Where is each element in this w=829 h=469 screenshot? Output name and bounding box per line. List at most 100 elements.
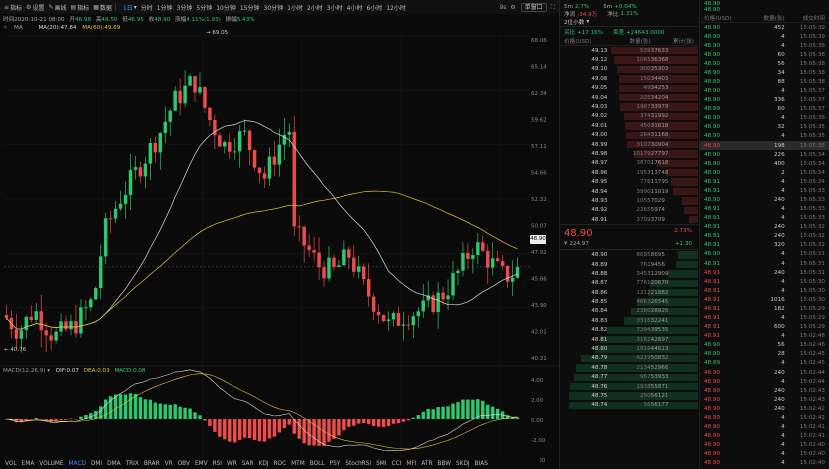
timeframe-1h[interactable]: 1小时 — [287, 4, 303, 12]
close-icon[interactable]: × — [3, 25, 8, 31]
draw-line-button[interactable]: ✎ 画线 — [48, 3, 67, 12]
indicator-tab[interactable]: BBW — [437, 460, 451, 467]
bid-row[interactable]: 48.86 1212 21882 — [560, 288, 698, 297]
ask-row[interactable]: 48.91 3709 3709 — [560, 215, 698, 224]
indicator-tab[interactable]: MACD — [68, 460, 86, 467]
settings-button[interactable]: ⚙ 设置 — [26, 3, 45, 12]
ask-row[interactable]: 49.05 49 34253 — [560, 84, 698, 93]
indicator-tab[interactable]: SKDJ — [455, 460, 470, 467]
depth-select[interactable]: 2位小数 ▾ — [560, 18, 698, 27]
ask-row[interactable]: 49.02 374 31992 — [560, 112, 698, 121]
timeframe-12h[interactable]: 12小时 — [386, 4, 406, 12]
ask-row[interactable]: 49.01 450 31618 — [560, 121, 698, 130]
indicator-tab[interactable]: WR — [227, 460, 237, 467]
bid-row[interactable]: 48.79 6219 50832 — [560, 354, 698, 363]
bid-row[interactable]: 48.75 250 56121 — [560, 391, 698, 400]
indicator-tab[interactable]: EMV — [194, 460, 208, 467]
dropdown-icon[interactable]: ▾ — [133, 3, 137, 11]
indicator-tab[interactable]: EMA — [21, 460, 35, 467]
macd-bar — [84, 414, 88, 419]
ask-row[interactable]: 48.94 3990 11019 — [560, 187, 698, 196]
indicator-tab[interactable]: DMI — [90, 460, 103, 467]
indicator-tab[interactable]: ROC — [273, 460, 287, 467]
ask-row[interactable]: 48.99 3107 30904 — [560, 140, 698, 149]
indicator-tab[interactable]: RSI — [212, 460, 222, 467]
timeframe-6h[interactable]: 6小时 — [366, 4, 383, 12]
ask-row[interactable]: 49.08 150 34403 — [560, 74, 698, 83]
indicator-tab[interactable]: MTM — [291, 460, 305, 467]
ask-row[interactable]: 48.92 2265 5974 — [560, 206, 698, 215]
layout-select[interactable]: 单窗口 — [520, 3, 547, 12]
candlestick-chart[interactable]: 68.06 65.14 62.34 59.62 57.11 54.66 52.32 50.07… — [0, 0, 559, 469]
ask-row[interactable]: 49.13 539 37633 — [560, 46, 698, 55]
indicator-tab[interactable]: PSY — [329, 460, 341, 467]
ask-row[interactable]: 49.04 225 34204 — [560, 93, 698, 102]
timeframe-1d[interactable]: 1日 — [122, 4, 133, 12]
indicator-tab[interactable]: BRAR — [143, 460, 160, 467]
indicator-tab[interactable]: TRIX — [125, 460, 139, 467]
indicator-tab[interactable]: StochRSI — [345, 460, 372, 467]
bid-row[interactable]: 48.76 1938 55871 — [560, 382, 698, 391]
timeframe-3h[interactable]: 3小时 — [326, 4, 343, 12]
trade-row: 48.90 4 15:05:35 — [700, 132, 829, 141]
bid-row[interactable]: 48.83 3316 32241 — [560, 316, 698, 325]
timeframe-15m[interactable]: 15分钟 — [239, 4, 260, 12]
indicator-tab[interactable]: BIAS — [474, 460, 488, 467]
bid-row[interactable]: 48.85 4663 26545 — [560, 297, 698, 306]
trade-amount: 4 — [781, 42, 785, 49]
bid-row[interactable]: 48.89 761 9456 — [560, 260, 698, 269]
indicator-tab[interactable]: ATR — [421, 460, 433, 467]
ask-row[interactable]: 48.95 776 11795 — [560, 177, 698, 186]
indicator-tab[interactable]: SAR — [241, 460, 254, 467]
bid-row[interactable]: 48.78 2134 52966 — [560, 363, 698, 372]
bid-row[interactable]: 48.81 3162 42697 — [560, 335, 698, 344]
ask-row[interactable]: 48.93 1055 7029 — [560, 196, 698, 205]
bid-row[interactable]: 48.80 1916 44613 — [560, 344, 698, 353]
settings-small-icon[interactable]: ⚙ — [510, 4, 516, 11]
timeframe-3m[interactable]: 3分钟 — [176, 4, 193, 12]
ask-row[interactable]: 49.03 1987 33979 — [560, 102, 698, 111]
trade-amount: 240 — [773, 405, 785, 412]
macd-bar — [247, 419, 252, 439]
indicator-layer-button[interactable]: ▤ 指标 — [70, 3, 90, 12]
fullscreen-icon[interactable]: ⛶ — [550, 3, 555, 11]
ask-row[interactable]: 49.12 1065 36368 — [560, 55, 698, 64]
ask-row[interactable]: 49.10 900 35303 — [560, 65, 698, 74]
timeframe-30m[interactable]: 30分钟 — [263, 4, 284, 12]
ask-row[interactable]: 48.98 10179 27797 — [560, 149, 698, 158]
timeframe-2h[interactable]: 2小时 — [306, 4, 323, 12]
timeframe-1m[interactable]: 1分钟 — [156, 4, 173, 12]
timeframe-line[interactable]: 分时 — [140, 4, 153, 12]
bid-row[interactable]: 48.77 967 53933 — [560, 373, 698, 382]
bid-row[interactable]: 48.82 7294 39535 — [560, 326, 698, 335]
indicator-tab[interactable]: SMI — [376, 460, 387, 467]
indicator-button[interactable]: ≡ 指标 — [4, 3, 23, 12]
trade-time: 15:05:33 — [799, 187, 825, 194]
macd-bar — [401, 419, 406, 422]
indicator-tab[interactable]: BOLL — [309, 460, 325, 467]
indicator-tab[interactable]: DMA — [107, 460, 121, 467]
candle-body — [357, 266, 361, 272]
macd-dropdown-icon[interactable]: ▾ — [47, 368, 51, 374]
ask-row[interactable]: 48.97 3870 17618 — [560, 159, 698, 168]
timeframe-5m[interactable]: 5分钟 — [196, 4, 213, 12]
indicator-tab[interactable]: VOLUME — [39, 460, 64, 467]
bid-row[interactable]: 48.74 56 56177 — [560, 401, 698, 410]
bid-row[interactable]: 48.87 7761 20670 — [560, 279, 698, 288]
candle-body — [203, 87, 207, 108]
bid-row[interactable]: 48.90 8695 8695 — [560, 250, 698, 259]
timeframe-4h[interactable]: 4小时 — [346, 4, 363, 12]
indicator-tab[interactable]: KDJ — [258, 460, 269, 467]
indicator-tab[interactable]: OBV — [177, 460, 190, 467]
ask-row[interactable]: 49.00 264 31168 — [560, 131, 698, 140]
indicator-tab[interactable]: CCI — [391, 460, 402, 467]
data-button[interactable]: ▦ 数据 — [93, 3, 112, 12]
indicator-tab[interactable]: VR — [164, 460, 173, 467]
timeframe-10m[interactable]: 10分钟 — [216, 4, 236, 12]
indicator-tab[interactable]: MFI — [406, 460, 417, 467]
ask-row[interactable]: 48.96 1953 13748 — [560, 168, 698, 177]
indicator-tab[interactable]: VOL — [5, 460, 17, 467]
trade-amount: 4 — [781, 251, 785, 258]
bid-row[interactable]: 48.88 3453 12909 — [560, 269, 698, 278]
bid-row[interactable]: 48.84 2380 28925 — [560, 307, 698, 316]
